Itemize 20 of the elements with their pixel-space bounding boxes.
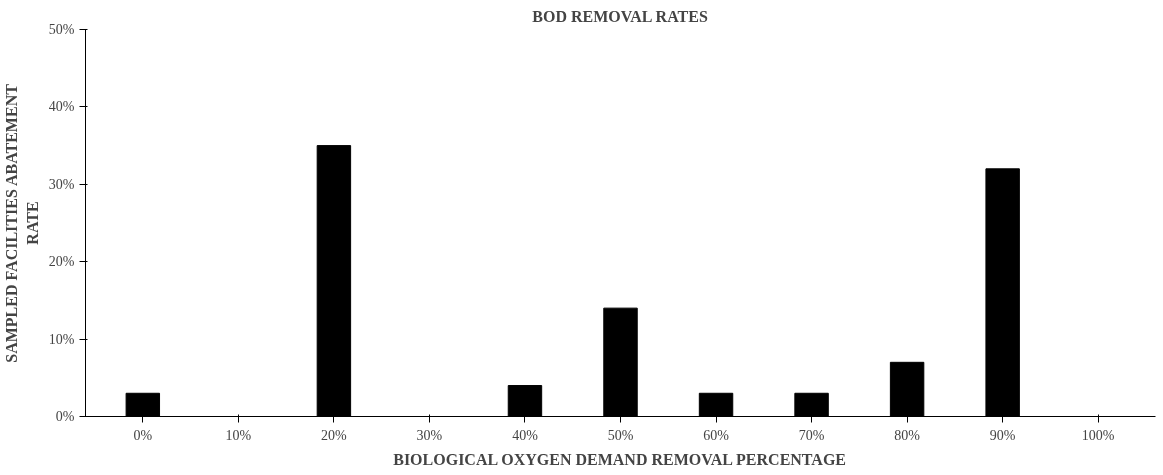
y-tick-label: 40% [48, 99, 75, 115]
x-tick-label: 70% [798, 427, 825, 443]
x-axis-title: BIOLOGICAL OXYGEN DEMAND REMOVAL PERCENTAGE [393, 450, 847, 468]
x-tick-label: 90% [989, 427, 1016, 443]
x-tick-label: 100% [1081, 427, 1115, 443]
y-tick-label: 20% [48, 254, 75, 270]
x-tick-label: 20% [321, 427, 348, 443]
x-tick-label: 10% [225, 427, 252, 443]
x-tick-label: 60% [703, 427, 730, 443]
y-tick-label: 50% [48, 22, 75, 37]
x-tick-label: 40% [512, 427, 539, 443]
x-tick-label: 0% [133, 427, 153, 443]
x-tick-label: 50% [607, 427, 634, 443]
y-tick-label: 0% [55, 409, 75, 424]
x-tick-label: 30% [416, 427, 443, 443]
x-tick-label: 80% [894, 427, 921, 443]
y-tick-label: 30% [48, 176, 75, 192]
y-axis-title: SAMPLED FACILITIES ABATEMENT RATE [3, 83, 41, 363]
y-tick-label: 10% [48, 331, 75, 347]
chart-title: BOD REMOVAL RATES [532, 7, 708, 25]
